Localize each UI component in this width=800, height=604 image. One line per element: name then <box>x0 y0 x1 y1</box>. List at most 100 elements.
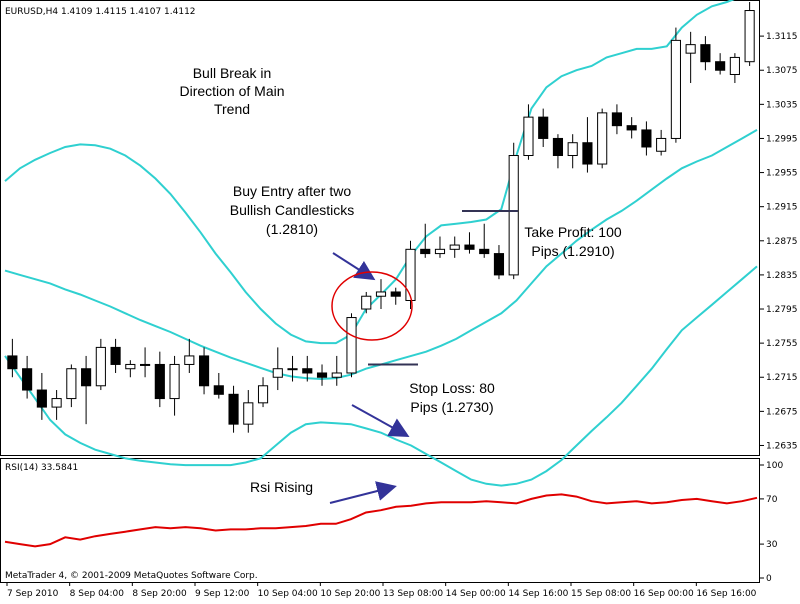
time-tick-label: 13 Sep 08:00 <box>383 589 443 599</box>
candle <box>641 121 652 156</box>
candle <box>213 372 224 399</box>
candle-body-bull <box>597 112 608 165</box>
candle-body-bear <box>479 248 490 255</box>
candle <box>420 223 431 258</box>
price-tick-label: 1.3075 <box>766 66 798 76</box>
candle-body-bear <box>228 393 239 425</box>
candle-body-bull <box>729 56 740 75</box>
candle-body-bull <box>51 398 62 408</box>
price-tick-label: 1.2835 <box>766 271 798 281</box>
candle-body-bull <box>66 368 77 400</box>
candle-body-bear <box>302 368 313 374</box>
price-tick-label: 1.2955 <box>766 169 798 179</box>
candle <box>700 36 711 71</box>
candle <box>523 104 534 160</box>
symbol-info: EURUSD,H4 1.4109 1.4115 1.4107 1.4112 <box>5 7 196 17</box>
candle-body-bull <box>375 291 387 297</box>
bull-break-line-2: Direction of Main <box>179 83 284 99</box>
candle <box>331 355 342 386</box>
candle-body-bear <box>154 363 165 400</box>
candle <box>567 134 578 169</box>
stop-loss-line-1: Stop Loss: 80 <box>409 380 495 396</box>
candle-body-bull <box>523 116 534 157</box>
candle-body-bear <box>7 355 18 370</box>
buy-entry-line-1: Buy Entry after two <box>233 183 351 199</box>
stop-loss-line-2: Pips (1.2730) <box>410 399 493 415</box>
candle <box>656 129 667 156</box>
candle <box>7 338 18 378</box>
band-lower <box>4 265 758 487</box>
take-profit-line-1: Take Profit: 100 <box>524 224 621 240</box>
candle <box>670 27 681 143</box>
candle-body-bear <box>420 248 431 255</box>
candle-body-bull <box>449 244 460 250</box>
candle-body-bull <box>434 248 446 255</box>
candle <box>685 31 696 84</box>
candle <box>169 355 180 416</box>
time-tick-label: 8 Sep 20:00 <box>132 589 187 599</box>
rsi-rising-text: Rsi Rising <box>250 479 313 495</box>
candle <box>154 351 165 408</box>
candle-body-bull <box>744 10 755 63</box>
time-tick-label: 10 Sep 04:00 <box>258 589 318 599</box>
candle <box>257 377 269 408</box>
candle <box>110 338 121 373</box>
candle-body-bear <box>464 244 475 250</box>
candle-body-bull <box>272 368 283 378</box>
price-tick-label: 1.2915 <box>766 203 798 213</box>
candle <box>51 390 62 420</box>
candle <box>198 347 210 395</box>
candle <box>597 108 608 169</box>
rsi-tick-label: 30 <box>766 540 778 550</box>
candle-body-bear <box>493 253 505 276</box>
time-axis: 7 Sep 2010 8 Sep 04:00 8 Sep 20:00 9 Sep 12… <box>6 582 757 599</box>
candle <box>729 53 740 84</box>
time-tick-label: 14 Sep 16:00 <box>508 589 568 599</box>
candle-body-bull <box>361 295 372 310</box>
rsi-line-group <box>4 493 758 548</box>
candle-body-bull <box>125 363 136 370</box>
rsi-line <box>4 493 758 548</box>
candle <box>140 347 151 378</box>
candle <box>302 355 313 382</box>
candle <box>715 53 726 75</box>
candle-body-bear <box>22 368 33 391</box>
price-tick-label: 1.3035 <box>766 100 798 110</box>
take-profit-line-2: Pips (1.2910) <box>531 243 614 259</box>
candle-body-bull <box>140 363 151 366</box>
candle-body-bear <box>611 112 622 127</box>
candle <box>464 232 475 254</box>
candle <box>36 372 47 420</box>
candle-body-bear <box>390 291 401 297</box>
candle-body-bull <box>656 137 667 152</box>
time-tick-label: 14 Sep 00:00 <box>446 589 506 599</box>
candle <box>626 117 637 139</box>
candle <box>375 279 387 310</box>
candle <box>228 385 239 433</box>
time-tick-label: 15 Sep 08:00 <box>571 589 631 599</box>
price-tick-label: 1.2995 <box>766 134 798 144</box>
candle-body-bear <box>715 61 726 71</box>
buy-entry-line-3: (1.2810) <box>266 221 318 237</box>
candle-body-bull <box>95 346 106 387</box>
rsi-info: RSI(14) 33.5841 <box>5 463 78 473</box>
time-tick-label: 10 Sep 20:00 <box>320 589 380 599</box>
candle-body-bull <box>243 402 254 425</box>
candle-body-bear <box>198 355 210 387</box>
time-tick-label: 16 Sep 16:00 <box>696 589 756 599</box>
candle-body-bear <box>81 368 92 387</box>
price-tick-label: 1.3115 <box>766 32 798 42</box>
stop-loss-arrow <box>351 404 410 437</box>
time-tick-label: 8 Sep 04:00 <box>70 589 125 599</box>
candle <box>361 291 372 314</box>
candle <box>95 338 106 391</box>
candle <box>449 236 460 258</box>
copyright-text: MetaTrader 4, © 2001-2009 MetaQuotes Sof… <box>5 571 258 581</box>
candle-body-bull <box>331 372 342 378</box>
candle-body-bull <box>184 355 195 365</box>
candle <box>316 364 328 386</box>
candle-body-bull <box>567 142 578 157</box>
candle <box>272 347 283 391</box>
candle-body-bear <box>641 129 652 148</box>
